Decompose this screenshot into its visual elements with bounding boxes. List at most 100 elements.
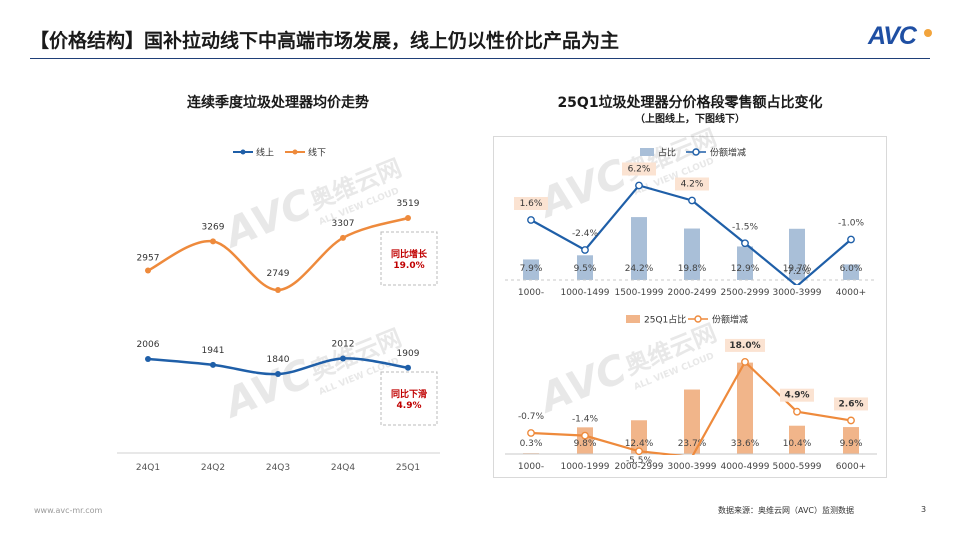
x-tick-label: 25Q1	[396, 463, 420, 473]
change-marker	[847, 416, 855, 425]
change-marker	[688, 196, 696, 205]
x-tick-label: 1000-	[518, 288, 544, 298]
legend-marker-0	[240, 149, 246, 155]
data-label: 2749	[267, 269, 290, 279]
x-tick-label: 4000+	[836, 288, 866, 298]
change-label-box	[514, 197, 548, 210]
offline-panel: 25Q1占比 份额增减 1000- 1000-1999 2000-2999 3000-39…	[505, 314, 877, 472]
data-point	[145, 267, 151, 274]
share-label: 23.7%	[678, 439, 707, 449]
page-title: 【价格结构】国补拉动线下中高端市场发展，线上仍以性价比产品为主	[30, 30, 620, 52]
share-label: 19.7%	[783, 264, 812, 274]
legend-marker	[692, 148, 700, 156]
share-bar	[737, 362, 753, 454]
annotation-text: 4.9%	[397, 401, 422, 411]
page-number: 3	[921, 505, 927, 514]
legend-label: 线上	[256, 147, 274, 159]
share-label: 33.6%	[731, 439, 760, 449]
x-tick-label: 6000+	[836, 462, 866, 472]
change-marker	[635, 447, 643, 456]
data-label: 3269	[202, 222, 225, 232]
x-tick-label: 4000-4999	[720, 462, 769, 472]
change-label: -0.7%	[518, 412, 545, 422]
data-label: 2012	[332, 339, 355, 349]
x-tick-label: 2000-2999	[614, 462, 663, 472]
legend-marker-1	[292, 149, 298, 155]
change-label: -2.4%	[572, 229, 599, 239]
change-marker	[635, 181, 643, 190]
watermark-logo: AVC	[531, 151, 633, 228]
change-label: 2.6%	[839, 399, 864, 409]
change-label: -5.5%	[626, 456, 653, 466]
change-label: 18.0%	[729, 341, 760, 351]
change-marker	[581, 431, 589, 440]
share-bar	[843, 427, 859, 454]
title-divider	[30, 58, 930, 59]
data-label: 3519	[397, 199, 420, 209]
share-bar	[577, 255, 593, 280]
change-label: 4.9%	[785, 391, 810, 401]
x-tick-label: 24Q1	[136, 463, 160, 473]
change-label: -1.0%	[838, 219, 865, 229]
change-label-box	[675, 177, 709, 191]
legend-bar-swatch	[626, 315, 640, 323]
annotation-text: 同比增长	[391, 248, 428, 260]
share-bar	[577, 427, 593, 454]
data-point	[210, 361, 216, 368]
data-label: 2957	[137, 254, 160, 264]
x-tick-label: 3000-3999	[772, 288, 821, 298]
data-label: 3307	[332, 219, 355, 229]
change-label: -7.2%	[784, 267, 811, 277]
data-point	[210, 238, 216, 245]
annotation-text: 19.0%	[393, 261, 424, 271]
line-chart-title: 连续季度垃圾处理器均价走势	[187, 95, 369, 111]
legend-label: 占比	[658, 147, 676, 159]
data-point	[340, 234, 346, 241]
x-tick-label: 1000-1499	[560, 288, 609, 298]
x-tick-label: 5000-5999	[772, 462, 821, 472]
logo-dot-icon	[924, 29, 932, 37]
data-label: 1909	[397, 349, 420, 359]
share-label: 9.8%	[574, 439, 597, 449]
change-marker	[847, 235, 855, 244]
watermark-logo: AVC	[531, 346, 633, 423]
data-label: 1941	[202, 346, 225, 356]
share-label: 7.9%	[520, 264, 543, 274]
share-label: 24.2%	[625, 264, 654, 274]
change-marker	[741, 239, 749, 248]
price-segment-panel	[493, 136, 887, 478]
change-marker	[527, 216, 535, 224]
bar-chart-title: 25Q1垃圾处理器分价格段零售额占比变化	[557, 95, 823, 111]
data-label: 2006	[137, 340, 160, 350]
change-label: -1.5%	[732, 222, 759, 232]
share-label: 19.8%	[678, 264, 707, 274]
share-label: 10.4%	[783, 439, 812, 449]
online-panel: 占比 份额增减 1000- 1000-1499 1500-1999 2000-2499 25…	[505, 147, 877, 298]
x-tick-label: 1000-	[518, 462, 544, 472]
x-tick-label: 2500-2999	[720, 288, 769, 298]
x-tick-label: 24Q3	[266, 463, 290, 473]
data-label: 1840	[267, 355, 290, 365]
data-point	[145, 356, 151, 362]
change-marker	[793, 407, 801, 416]
change-marker	[527, 429, 535, 437]
share-bar	[789, 228, 805, 280]
change-label-box	[725, 338, 765, 352]
share-label: 12.4%	[625, 439, 654, 449]
data-point	[340, 355, 346, 362]
share-bar	[789, 425, 805, 454]
data-point	[405, 215, 411, 221]
footer-website: www.avc-mr.com	[34, 506, 103, 515]
legend-marker	[694, 315, 702, 323]
change-label-box	[780, 388, 814, 402]
legend-label: 份额增减	[712, 314, 748, 326]
legend-bar-swatch	[640, 148, 654, 156]
change-label: 1.6%	[520, 199, 543, 209]
share-bar	[631, 217, 647, 280]
data-point	[275, 371, 281, 377]
share-bar	[523, 259, 539, 280]
avc-logo: AVC	[868, 22, 917, 50]
